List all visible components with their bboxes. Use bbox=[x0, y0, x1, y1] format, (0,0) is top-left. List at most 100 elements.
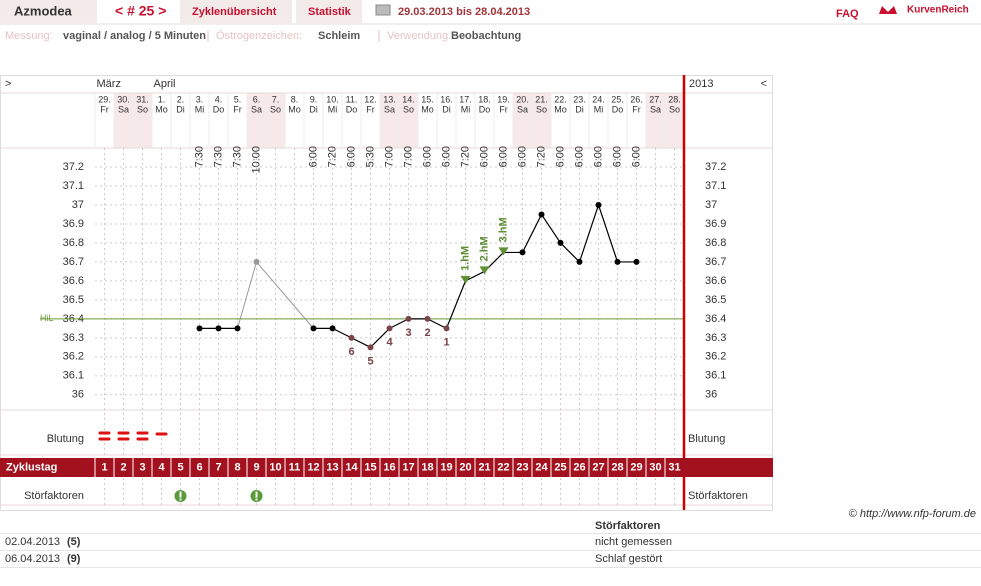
weekend-shade bbox=[665, 93, 684, 148]
year: 2013 bbox=[689, 78, 713, 90]
cycle-day: 13 bbox=[326, 461, 338, 473]
cycle-day: 22 bbox=[497, 461, 509, 473]
weekday: So bbox=[403, 104, 414, 114]
tab[interactable]: Zyklenübersicht bbox=[192, 6, 277, 18]
point bbox=[557, 239, 564, 246]
time: 6:00 bbox=[440, 146, 452, 167]
line-segment bbox=[465, 270, 485, 282]
y-tick-label-right: 36.8 bbox=[705, 237, 726, 249]
date: 6. bbox=[253, 94, 261, 104]
user-tab bbox=[0, 0, 97, 23]
cycle-day: 4 bbox=[158, 461, 165, 473]
date: 14. bbox=[402, 94, 415, 104]
cycle-nav[interactable]: < # 25 > bbox=[115, 3, 166, 19]
disturb-icon bbox=[174, 490, 187, 502]
date: 26. bbox=[630, 94, 643, 104]
y-tick-label-right: 36 bbox=[705, 389, 717, 401]
time: 6:00 bbox=[421, 146, 433, 167]
time: 6:00 bbox=[307, 146, 319, 167]
weekday: Di bbox=[309, 104, 318, 114]
hm-marker bbox=[460, 275, 471, 284]
tab-bg bbox=[180, 0, 292, 23]
y-tick-label: 37.1 bbox=[63, 180, 84, 192]
y-tick-label: 36.6 bbox=[63, 275, 84, 287]
date: 19. bbox=[497, 94, 510, 104]
point bbox=[310, 325, 317, 332]
y-tick-label-right: 37.1 bbox=[705, 180, 726, 192]
setting-label: Verwendung: bbox=[387, 30, 451, 42]
point bbox=[424, 315, 431, 322]
weekday: Mi bbox=[328, 104, 338, 114]
weekday: Fr bbox=[632, 104, 641, 114]
weekend-shade bbox=[646, 93, 665, 148]
weekday: So bbox=[137, 104, 148, 114]
date: 23. bbox=[573, 94, 586, 104]
date: 3. bbox=[196, 94, 204, 104]
point bbox=[196, 325, 203, 332]
date: 9. bbox=[310, 94, 318, 104]
date: 25. bbox=[611, 94, 624, 104]
logo[interactable]: KurvenReich bbox=[907, 5, 969, 16]
icon-bar bbox=[179, 491, 182, 498]
line-segment bbox=[560, 242, 580, 263]
table-date: 06.04.2013 bbox=[5, 553, 60, 565]
cycle-day: 25 bbox=[554, 461, 566, 473]
weekday: Fr bbox=[499, 104, 508, 114]
y-tick-label: 37.2 bbox=[63, 161, 84, 173]
hm-label: 2.hM bbox=[478, 236, 490, 261]
weekend-shade bbox=[513, 93, 532, 148]
y-tick-label: 36.2 bbox=[63, 351, 84, 363]
time: 6:00 bbox=[478, 146, 490, 167]
cycle-day: 2 bbox=[120, 461, 126, 473]
date: 29. bbox=[98, 94, 111, 104]
table-day: (5) bbox=[67, 536, 81, 548]
icon-bar bbox=[255, 491, 258, 498]
bleeding-label: Blutung bbox=[47, 433, 84, 445]
bleeding-dash bbox=[136, 431, 149, 435]
point bbox=[538, 211, 545, 218]
date: 28. bbox=[668, 94, 681, 104]
low-label: 1 bbox=[443, 336, 449, 348]
date: 20. bbox=[516, 94, 529, 104]
month-label: April bbox=[154, 78, 176, 90]
weekend-shade bbox=[247, 93, 266, 148]
y-tick-label-right: 36.1 bbox=[705, 370, 726, 382]
hm-marker bbox=[498, 247, 509, 256]
date: 22. bbox=[554, 94, 567, 104]
line-segment bbox=[427, 318, 447, 329]
cycle-day: 23 bbox=[516, 461, 528, 473]
time: 7:20 bbox=[459, 146, 471, 167]
point bbox=[348, 334, 355, 341]
point bbox=[329, 325, 336, 332]
table: 02.04.2013 (5) nicht gemessen 06.04.2013 (9)… bbox=[0, 533, 981, 568]
weekday: Sa bbox=[118, 104, 129, 114]
weekday: Do bbox=[346, 104, 358, 114]
time: 6:00 bbox=[516, 146, 528, 167]
y-tick-label: 36.1 bbox=[63, 370, 84, 382]
point bbox=[234, 325, 241, 332]
y-tick-label-right: 37 bbox=[705, 199, 717, 211]
print-icon[interactable] bbox=[375, 4, 391, 16]
y-tick-label: 36.7 bbox=[63, 256, 84, 268]
cycle-day: 29 bbox=[630, 461, 642, 473]
date: 12. bbox=[364, 94, 377, 104]
line-segment bbox=[521, 214, 543, 253]
nav-left: > bbox=[5, 78, 11, 90]
user-name: Azmodea bbox=[14, 3, 73, 18]
weekday: Mi bbox=[195, 104, 205, 114]
y-tick-label-right: 36.6 bbox=[705, 275, 726, 287]
date: 31. bbox=[136, 94, 149, 104]
y-tick-label-right: 36.7 bbox=[705, 256, 726, 268]
cycle-day: 6 bbox=[196, 461, 202, 473]
time: 6:00 bbox=[630, 146, 642, 167]
settings: Messung: vaginal / analog / 5 Minuten Östr… bbox=[5, 30, 521, 42]
date: 27. bbox=[649, 94, 662, 104]
faq-link[interactable]: FAQ bbox=[836, 8, 859, 20]
time: 6:00 bbox=[573, 146, 585, 167]
disturb-label-right: Störfaktoren bbox=[688, 490, 748, 502]
copyright: © http://www.nfp-forum.de bbox=[849, 508, 976, 520]
tab[interactable]: Statistik bbox=[308, 6, 352, 18]
point bbox=[633, 258, 640, 265]
table-day: (9) bbox=[67, 553, 81, 565]
time: 6:00 bbox=[497, 146, 509, 167]
